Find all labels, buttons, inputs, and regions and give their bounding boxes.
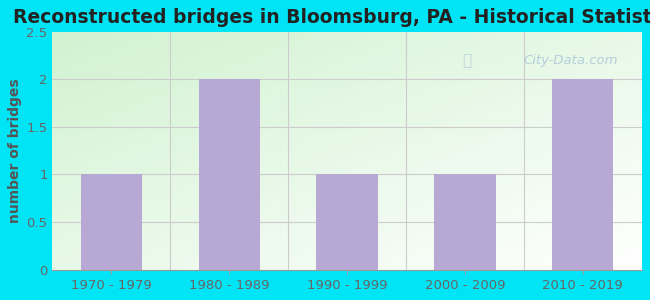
Bar	[434, 174, 495, 270]
Bar	[317, 174, 378, 270]
Bar	[552, 79, 614, 270]
Text: ⓘ: ⓘ	[462, 53, 471, 68]
Bar	[81, 174, 142, 270]
Y-axis label: number of bridges: number of bridges	[8, 78, 22, 223]
Text: City-Data.com: City-Data.com	[524, 54, 618, 67]
Title: Reconstructed bridges in Bloomsburg, PA - Historical Statistics: Reconstructed bridges in Bloomsburg, PA …	[14, 8, 650, 27]
Bar	[199, 79, 260, 270]
